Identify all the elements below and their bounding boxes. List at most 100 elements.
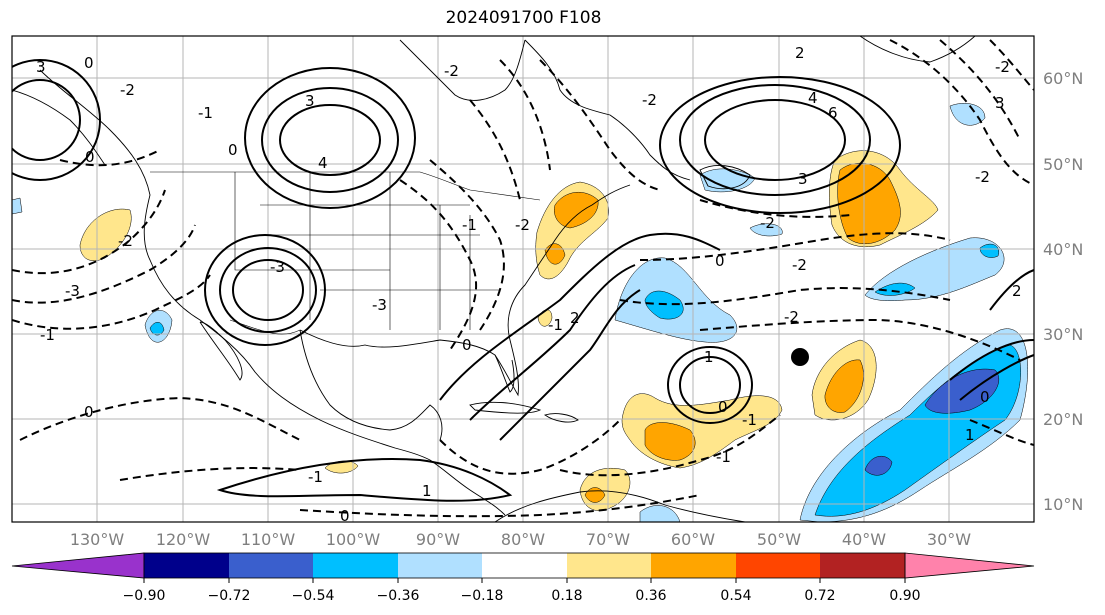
negative-anomaly-region [949, 103, 986, 126]
contour-label: -2 [642, 91, 657, 109]
negative-anomaly-region [749, 223, 783, 237]
map-frame [11, 35, 1035, 523]
colorbar-tick-label: 0.54 [720, 588, 751, 604]
contour-label: -2 [792, 256, 807, 274]
colorbar-segment [567, 553, 651, 578]
contour-label: 4 [808, 89, 818, 107]
lon-label: 80°W [501, 530, 545, 549]
lon-label: 130°W [70, 530, 125, 549]
contour-label: 3 [995, 94, 1005, 112]
contour-label: 1 [704, 348, 714, 366]
contour-label: -2 [515, 216, 530, 234]
negative-anomaly-region [12, 197, 23, 215]
contour-label: 3 [305, 92, 315, 110]
colorbar-tick-label: 0.72 [804, 588, 835, 604]
lon-label: 100°W [326, 530, 381, 549]
negative-anomaly-region [149, 322, 165, 336]
lon-label: 70°W [586, 530, 630, 549]
lon-label: 120°W [156, 530, 211, 549]
colorbar-tick-label: 0.18 [551, 588, 582, 604]
map-title: 2024091700 F108 [445, 8, 602, 28]
contour-label: 0 [462, 336, 472, 354]
positive-anomaly-region [837, 163, 901, 245]
negative-anomaly-region [979, 243, 1000, 258]
contour-labels: 3 0 -2 -1 0 -2 0 -3 -1 -3 3 4 -3 -2 -1 -… [36, 44, 1022, 525]
colorbar-segment [736, 553, 820, 578]
colorbar-segment [482, 553, 567, 578]
lon-label: 40°W [842, 530, 886, 549]
contour-label: 0 [228, 141, 238, 159]
contour-label: -1 [742, 411, 757, 429]
contour-label: 0 [85, 148, 95, 166]
contour-label: 0 [84, 54, 94, 72]
contour-label: 0 [718, 398, 728, 416]
colorbar-tick-label: −0.36 [377, 588, 420, 604]
solid-contours [12, 59, 1034, 502]
contour-label: -3 [65, 282, 80, 300]
lon-label: 30°W [927, 530, 971, 549]
contour-label: -1 [308, 468, 323, 486]
contour-label: -1 [462, 216, 477, 234]
lon-label: 90°W [416, 530, 460, 549]
lat-label: 10°N [1043, 495, 1083, 514]
contour-label: -1 [40, 326, 55, 344]
colorbar-tick-label: −0.90 [123, 588, 166, 604]
contour-label: -2 [120, 81, 135, 99]
contour-label: -2 [975, 168, 990, 186]
dashed-contours [12, 39, 1034, 518]
contour-label: 2 [795, 44, 805, 62]
contour-label: -2 [784, 308, 799, 326]
contour-label: -3 [270, 258, 285, 276]
positive-anomaly-region [824, 359, 864, 413]
lon-label: 60°W [671, 530, 715, 549]
negative-anomaly-region [864, 455, 893, 476]
colorbar: −0.90 −0.72 −0.54 −0.36 −0.18 0.18 0.36 … [11, 552, 1035, 604]
colorbar-tick-label: −0.72 [208, 588, 251, 604]
contour-label: 4 [318, 154, 328, 172]
contour-label: 0 [715, 252, 725, 270]
lon-label: 50°W [757, 530, 801, 549]
contour-label: -1 [548, 316, 563, 334]
lat-label: 30°N [1043, 325, 1083, 344]
contour-label: 1 [422, 482, 432, 500]
positive-anomaly-region [554, 192, 599, 229]
colorbar-segment [398, 553, 482, 578]
colorbar-frame [143, 552, 906, 579]
contour-label: 0 [84, 403, 94, 421]
contour-label: 6 [828, 104, 838, 122]
colorbar-segment [651, 553, 736, 578]
colorbar-tick-label: 0.90 [889, 588, 920, 604]
colorbar-extend-high [904, 552, 1035, 579]
contour-label: 2 [570, 309, 580, 327]
storm-marker-dot [791, 348, 809, 366]
contour-label: -2 [444, 62, 459, 80]
lat-label: 50°N [1043, 155, 1083, 174]
contour-label: 3 [798, 170, 808, 188]
contour-label: 0 [340, 507, 350, 525]
colorbar-segment [313, 553, 398, 578]
lat-label: 60°N [1043, 69, 1083, 88]
lat-label: 20°N [1043, 410, 1083, 429]
political-borders [150, 171, 541, 335]
contour-label: 1 [965, 426, 975, 444]
contour-label: 3 [36, 58, 46, 76]
colorbar-tick-label: −0.54 [292, 588, 335, 604]
colorbar-segment [229, 553, 313, 578]
negative-anomaly-region [639, 505, 681, 522]
lat-label: 40°N [1043, 240, 1083, 259]
colorbar-tick-label: 0.36 [635, 588, 666, 604]
contour-label: 0 [980, 388, 990, 406]
lon-label: 110°W [241, 530, 296, 549]
longitude-labels: 130°W 120°W 110°W 100°W 90°W 80°W 70°W 6… [70, 530, 971, 549]
contour-label: -3 [372, 296, 387, 314]
contour-label: -2 [760, 214, 775, 232]
colorbar-tick-label: −0.18 [461, 588, 504, 604]
colorbar-segment [820, 553, 905, 578]
contour-label: -1 [198, 104, 213, 122]
shaded-anomaly-layer [12, 103, 1028, 522]
contour-label: -1 [716, 448, 731, 466]
contour-label: -2 [118, 232, 133, 250]
contour-label: -2 [995, 58, 1010, 76]
colorbar-extend-low [11, 552, 145, 579]
